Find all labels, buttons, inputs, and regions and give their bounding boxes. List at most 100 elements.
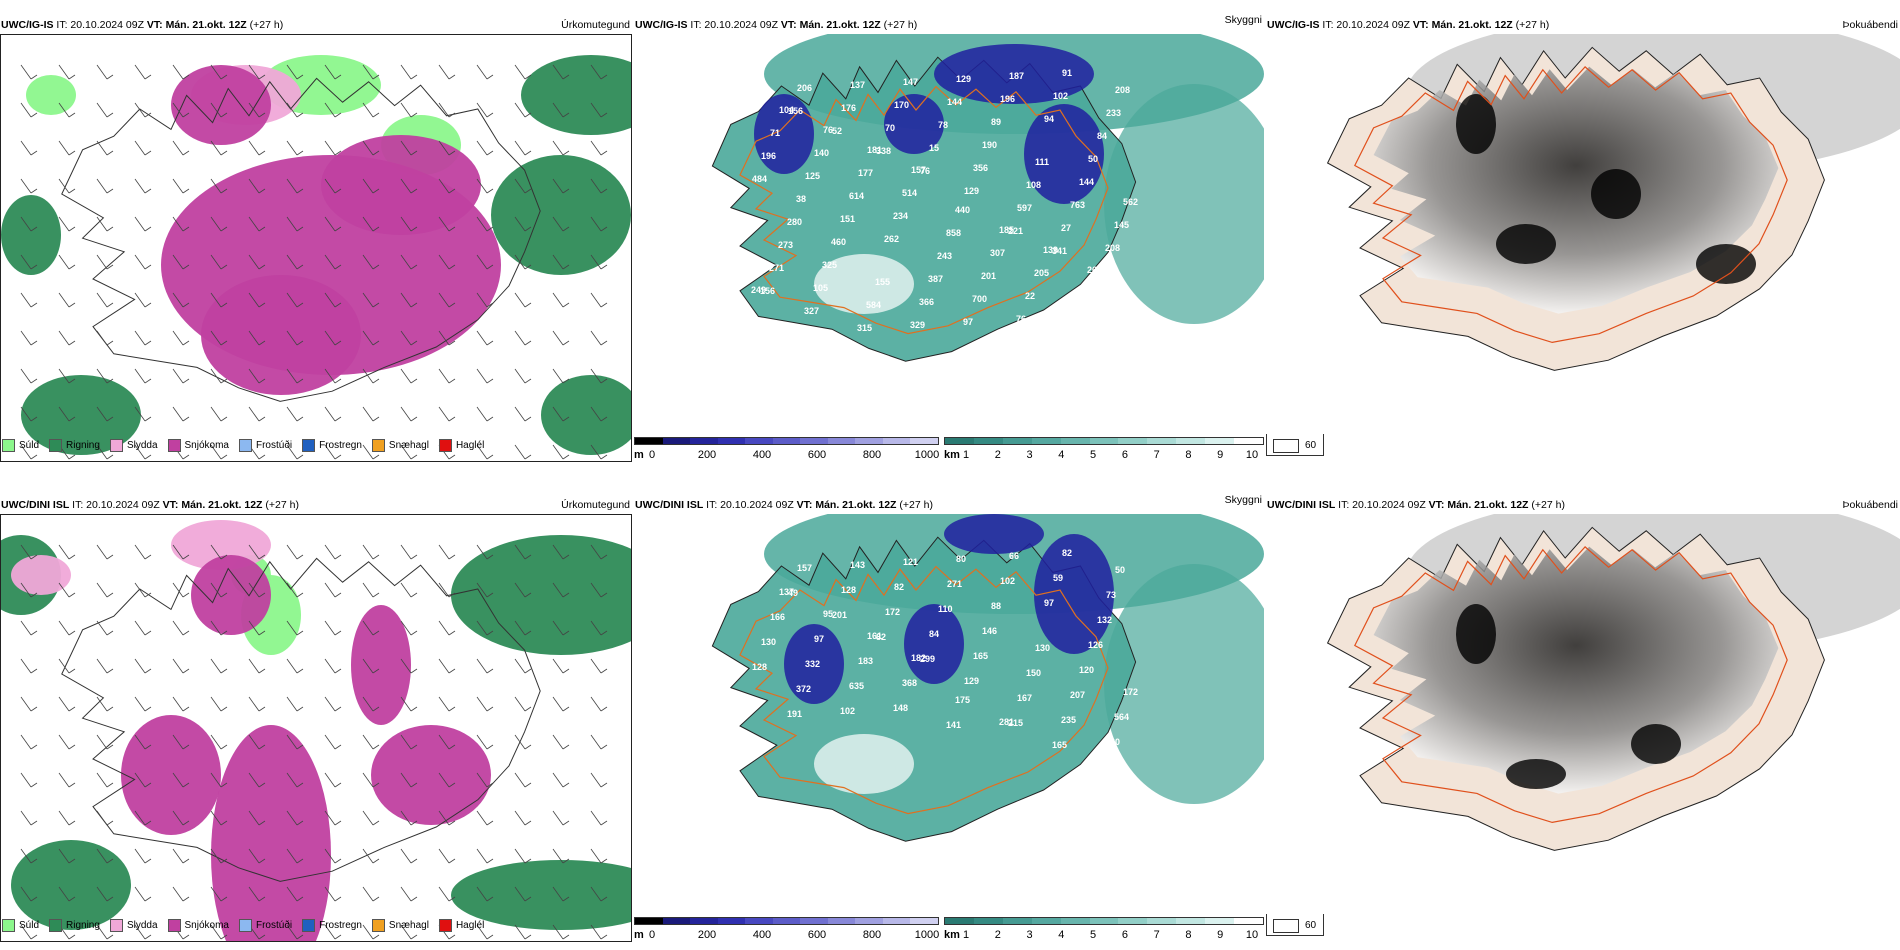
lead-time: (+27 h) [249, 19, 284, 31]
wind-barb [210, 102, 228, 118]
legend-item: Súld [2, 438, 39, 452]
cloud-base-label: 84 [1097, 131, 1107, 141]
wind-barb [96, 658, 114, 674]
wind-barb [552, 64, 570, 80]
model-name: UWC/IG-IS [635, 19, 688, 31]
cloud-base-label: 191 [787, 709, 802, 719]
wind-barb [96, 330, 114, 346]
model-name: UWC/IG-IS [1267, 19, 1320, 31]
drizzle-area [26, 75, 76, 115]
wind-barb [248, 772, 266, 788]
legend-label: Frostúði [255, 439, 293, 451]
cloud-base-label: 27 [1061, 223, 1071, 233]
wind-barb [134, 772, 152, 788]
wind-barb [210, 658, 228, 674]
wind-barb [400, 140, 418, 156]
low-cloud-base [944, 514, 1044, 554]
wind-barb [476, 620, 494, 636]
wind-barb [20, 254, 38, 270]
cloud-base-label: 280 [787, 217, 802, 227]
wind-barb [286, 368, 304, 384]
cloud-base-label: 82 [1062, 548, 1072, 558]
wind-barb [172, 254, 190, 270]
model-name: UWC/IG-IS [1, 19, 54, 31]
wind-barb [286, 886, 304, 902]
wind-barb [96, 620, 114, 636]
wind-barb [134, 924, 152, 940]
colorbar-step [772, 918, 801, 924]
wind-barb [590, 658, 608, 674]
snow-area [211, 725, 331, 941]
cloud-base-label: 175 [955, 695, 970, 705]
cloud-base-label: 170 [894, 100, 909, 110]
colorbar-step [717, 918, 746, 924]
cloud-base-label: 201 [981, 271, 996, 281]
cloud-base-label: 165 [1052, 740, 1067, 750]
wind-barb [96, 216, 114, 232]
fog-dense-area [1591, 169, 1641, 219]
wind-barb [58, 620, 76, 636]
wind-barb [400, 444, 418, 460]
wind-barb [590, 582, 608, 598]
cloud-base-label: 182 [911, 653, 926, 663]
wind-barb [20, 848, 38, 864]
wind-barb [96, 292, 114, 308]
legend-label: Frostúði [255, 919, 293, 931]
wind-barb [172, 368, 190, 384]
colorbar-tick: 9 [1217, 929, 1224, 941]
wind-barb [248, 848, 266, 864]
colorbar-step [1147, 918, 1177, 924]
valid-time: VT: Mán. 21.okt. 12Z [162, 499, 263, 511]
cloud-base-label: 148 [893, 703, 908, 713]
wind-barb [324, 810, 342, 826]
wind-barb [172, 886, 190, 902]
wind-barb [58, 406, 76, 422]
colorbar-strip [944, 917, 1264, 925]
wind-barb [248, 696, 266, 712]
wind-barb [96, 810, 114, 826]
wind-barb [324, 330, 342, 346]
wind-barb [20, 216, 38, 232]
wind-barb [96, 848, 114, 864]
cloud-base-label: 273 [778, 240, 793, 250]
wind-barb [20, 140, 38, 156]
cloud-panel-2: UWC/DINI ISL IT: 20.10.2024 09Z VT: Mán.… [634, 494, 1264, 942]
wind-barb [58, 734, 76, 750]
wind-barb [514, 544, 532, 560]
wind-barb [438, 810, 456, 826]
cloud-base-label: 108 [1026, 180, 1041, 190]
cloud-base-label: 128 [752, 662, 767, 672]
low-cloud-base [884, 94, 944, 154]
legend-label: Haglél [455, 439, 485, 451]
wind-barb [552, 924, 570, 940]
cloud-base-label: 208 [1115, 85, 1130, 95]
fog-key-white-label: 60 [1305, 440, 1317, 451]
wind-barb [248, 368, 266, 384]
colorbar-step [800, 438, 828, 444]
valid-time: VT: Mán. 21.okt. 12Z [796, 499, 897, 511]
wind-barb [324, 368, 342, 384]
wind-barb [324, 292, 342, 308]
cloud-base-label: 157 [911, 165, 926, 175]
cloud-base-label: 144 [947, 97, 962, 107]
legend-item: Rigning [49, 918, 100, 932]
wind-barb [172, 64, 190, 80]
wind-barb [58, 848, 76, 864]
wind-barb [134, 254, 152, 270]
cloud-base-label: 208 [1105, 243, 1120, 253]
snow-area [121, 715, 221, 835]
sea-cloud-area [1104, 84, 1264, 324]
lead-time: (+27 h) [1531, 499, 1565, 511]
wind-barb [324, 178, 342, 194]
cloud-base-label: 858 [946, 228, 961, 238]
snow-area [201, 275, 361, 395]
init-time: IT: 20.10.2024 09Z [1338, 499, 1426, 511]
colorbar-step [910, 918, 939, 924]
valid-time: VT: Mán. 21.okt. 12Z [146, 19, 247, 31]
legend-label: Frostregn [319, 919, 362, 931]
wind-barb [210, 810, 228, 826]
low-cloud-base [1024, 104, 1104, 204]
wind-barb [400, 810, 418, 826]
wind-barb [438, 102, 456, 118]
field-name: Skyggni [1224, 494, 1262, 506]
